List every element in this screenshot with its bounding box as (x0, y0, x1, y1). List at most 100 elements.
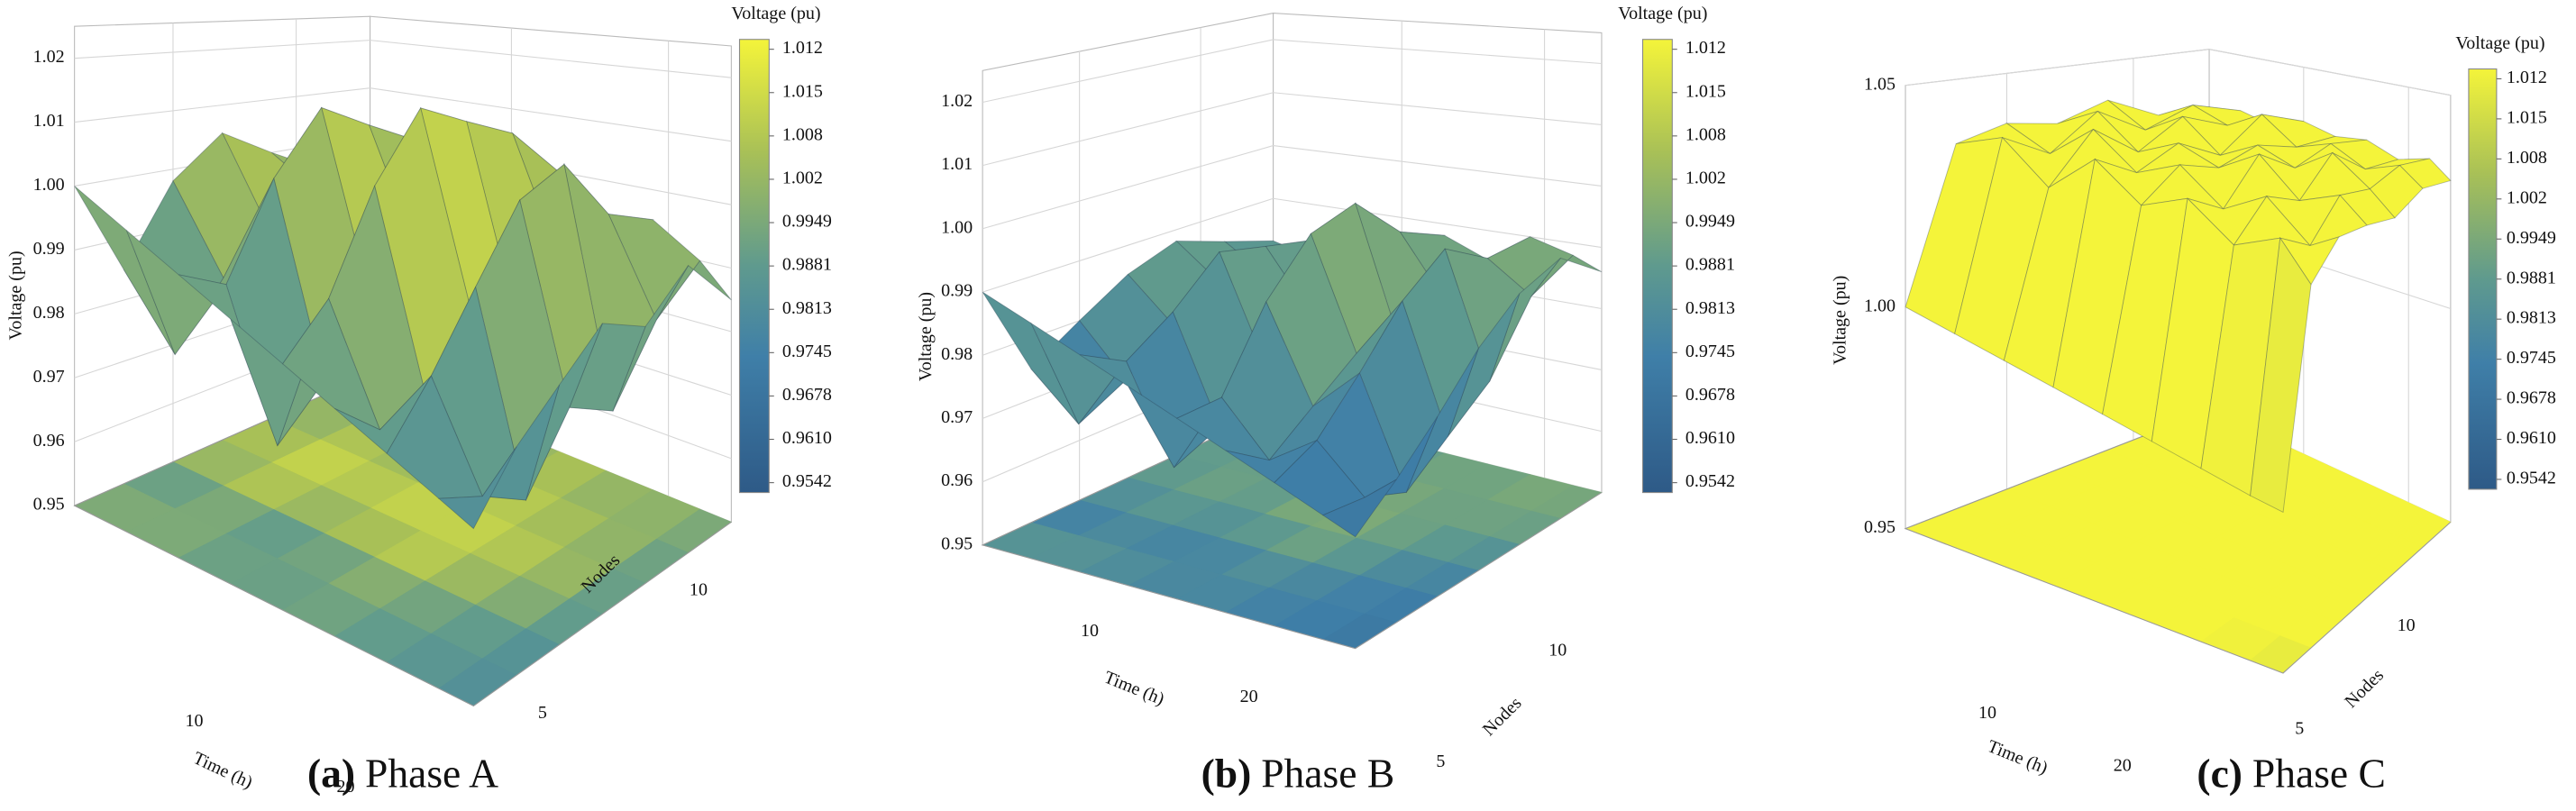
colorbar-title: Voltage (pu) (1618, 4, 1707, 23)
colorbar-label: 0.9678 (2507, 388, 2556, 408)
colorbar-title: Voltage (pu) (731, 4, 820, 23)
caption: (b) Phase B (1201, 751, 1395, 797)
colorbar-label: 1.002 (782, 169, 823, 188)
colorbar (738, 39, 770, 494)
x-tick-label: 20 (336, 777, 354, 797)
colorbar-label: 0.9881 (2507, 268, 2556, 287)
colorbar-label: 0.9813 (1685, 298, 1735, 318)
colorbar-label: 0.9813 (782, 298, 832, 318)
surface-patch (2308, 194, 2368, 247)
colorbar-label: 0.9949 (2507, 228, 2556, 248)
surface-patch (1321, 478, 1397, 538)
colorbar-label: 0.9745 (782, 342, 832, 361)
z-tick-label: 0.95 (941, 533, 973, 553)
z-tick-label: 1.02 (33, 47, 65, 67)
colorbar-label: 0.9881 (1685, 255, 1735, 275)
z-tick-label: 0.98 (941, 344, 973, 364)
surface-patch (437, 446, 517, 530)
surface-patch (1364, 416, 1439, 498)
box-edge (73, 373, 732, 707)
colorbar-label: 1.008 (782, 124, 823, 144)
caption: (c) Phase C (2197, 751, 2385, 797)
x-axis-label: Time (h) (1985, 736, 2051, 779)
y-tick-label: 5 (2295, 719, 2304, 739)
z-tick-label: 0.97 (33, 367, 65, 387)
colorbar-label: 1.002 (2507, 187, 2547, 207)
colorbar-label: 1.012 (782, 38, 823, 58)
colorbar-title: Voltage (pu) (2455, 33, 2544, 53)
surface-patch (525, 323, 603, 501)
colorbar-label: 1.008 (2507, 148, 2547, 168)
colorbar-label: 0.9745 (2507, 348, 2556, 368)
x-tick-label: 10 (186, 711, 204, 731)
colorbar-label: 0.9813 (2507, 308, 2556, 328)
surface-patch (1489, 258, 1561, 382)
z-tick-label: 0.98 (33, 303, 65, 323)
z-tick-label: 1.05 (1864, 74, 1895, 94)
caption-label: (c) (2197, 751, 2243, 797)
colorbar-label: 0.9678 (782, 385, 832, 405)
z-axis-label: Voltage (pu) (5, 251, 25, 340)
colorbar-label: 0.9542 (782, 471, 832, 491)
x-axis-label: Time (h) (190, 748, 256, 792)
z-tick-label: 0.99 (33, 239, 65, 259)
caption-text: Phase C (2252, 751, 2386, 797)
colorbar-label: 1.008 (1685, 124, 1726, 144)
z-tick-label: 1.02 (941, 91, 973, 111)
colorbar-label: 0.9745 (1685, 342, 1735, 361)
y-tick-label: 10 (2398, 615, 2416, 635)
colorbar-label: 0.9949 (782, 212, 832, 232)
z-tick-label: 0.95 (1864, 517, 1895, 537)
box-edge (1904, 409, 2452, 674)
x-axis-label: Time (h) (1101, 668, 1167, 710)
y-tick-label: 10 (1548, 640, 1567, 660)
z-tick-label: 1.01 (941, 154, 973, 174)
z-tick-label: 1.00 (33, 175, 65, 195)
y-axis-label: Nodes (2341, 665, 2388, 712)
colorbar-label: 0.9610 (782, 428, 832, 448)
z-tick-label: 0.96 (33, 431, 65, 451)
x-tick-label: 10 (1081, 621, 1099, 641)
colorbar-label: 0.9881 (782, 255, 832, 275)
colorbar-label: 0.9949 (1685, 212, 1735, 232)
surface-patch (2398, 158, 2452, 189)
y-tick-label: 10 (690, 579, 708, 599)
x-tick-label: 20 (2114, 756, 2132, 776)
y-tick-label: 5 (538, 703, 547, 723)
z-tick-label: 0.96 (941, 470, 973, 490)
caption: (a) Phase A (307, 751, 498, 797)
colorbar-label: 0.9610 (2507, 428, 2556, 448)
z-tick-label: 1.00 (1864, 296, 1895, 315)
z-tick-label: 0.97 (941, 407, 973, 427)
colorbar-label: 1.015 (1685, 81, 1726, 101)
caption-label: (a) (307, 751, 355, 797)
x-tick-label: 20 (1240, 687, 1258, 706)
colorbar-label: 1.015 (2507, 107, 2547, 127)
z-tick-label: 0.99 (941, 281, 973, 301)
surface-patch (2250, 236, 2312, 514)
z-tick-label: 1.00 (941, 217, 973, 237)
colorbar (1641, 39, 1673, 494)
colorbar-label: 0.9678 (1685, 385, 1735, 405)
z-tick-label: 1.01 (33, 111, 65, 131)
caption-text: Phase B (1261, 751, 1394, 797)
surface-patch (2369, 164, 2424, 219)
y-tick-label: 5 (1436, 752, 1445, 771)
y-axis-label: Nodes (1479, 693, 1526, 740)
caption-text: Phase A (365, 751, 498, 797)
colorbar-label: 0.9610 (1685, 428, 1735, 448)
colorbar-label: 0.9542 (2507, 469, 2556, 488)
surface-patch (1405, 348, 1479, 493)
x-tick-label: 10 (1978, 703, 1996, 723)
caption-label: (b) (1201, 751, 1252, 797)
z-tick-label: 0.95 (33, 495, 65, 515)
z-axis-label: Voltage (pu) (1831, 276, 1850, 365)
box-edge (981, 409, 1603, 650)
grid-line (1905, 49, 2451, 96)
colorbar (2468, 68, 2498, 490)
z-axis-label: Voltage (pu) (916, 292, 936, 381)
colorbar-label: 0.9542 (1685, 471, 1735, 491)
colorbar-label: 1.012 (2507, 68, 2547, 87)
colorbar-label: 1.002 (1685, 169, 1726, 188)
